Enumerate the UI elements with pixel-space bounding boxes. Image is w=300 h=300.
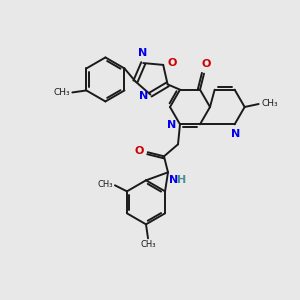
Text: CH₃: CH₃ [140,240,156,249]
Text: O: O [167,58,177,68]
Text: N: N [167,120,176,130]
Text: H: H [177,175,186,185]
Text: O: O [135,146,144,156]
Text: CH₃: CH₃ [262,100,278,109]
Text: N: N [138,48,147,58]
Text: O: O [201,59,211,69]
Text: CH₃: CH₃ [98,180,113,189]
Text: N: N [139,91,148,100]
Text: N: N [169,175,178,185]
Text: CH₃: CH₃ [54,88,70,97]
Text: N: N [231,129,240,139]
